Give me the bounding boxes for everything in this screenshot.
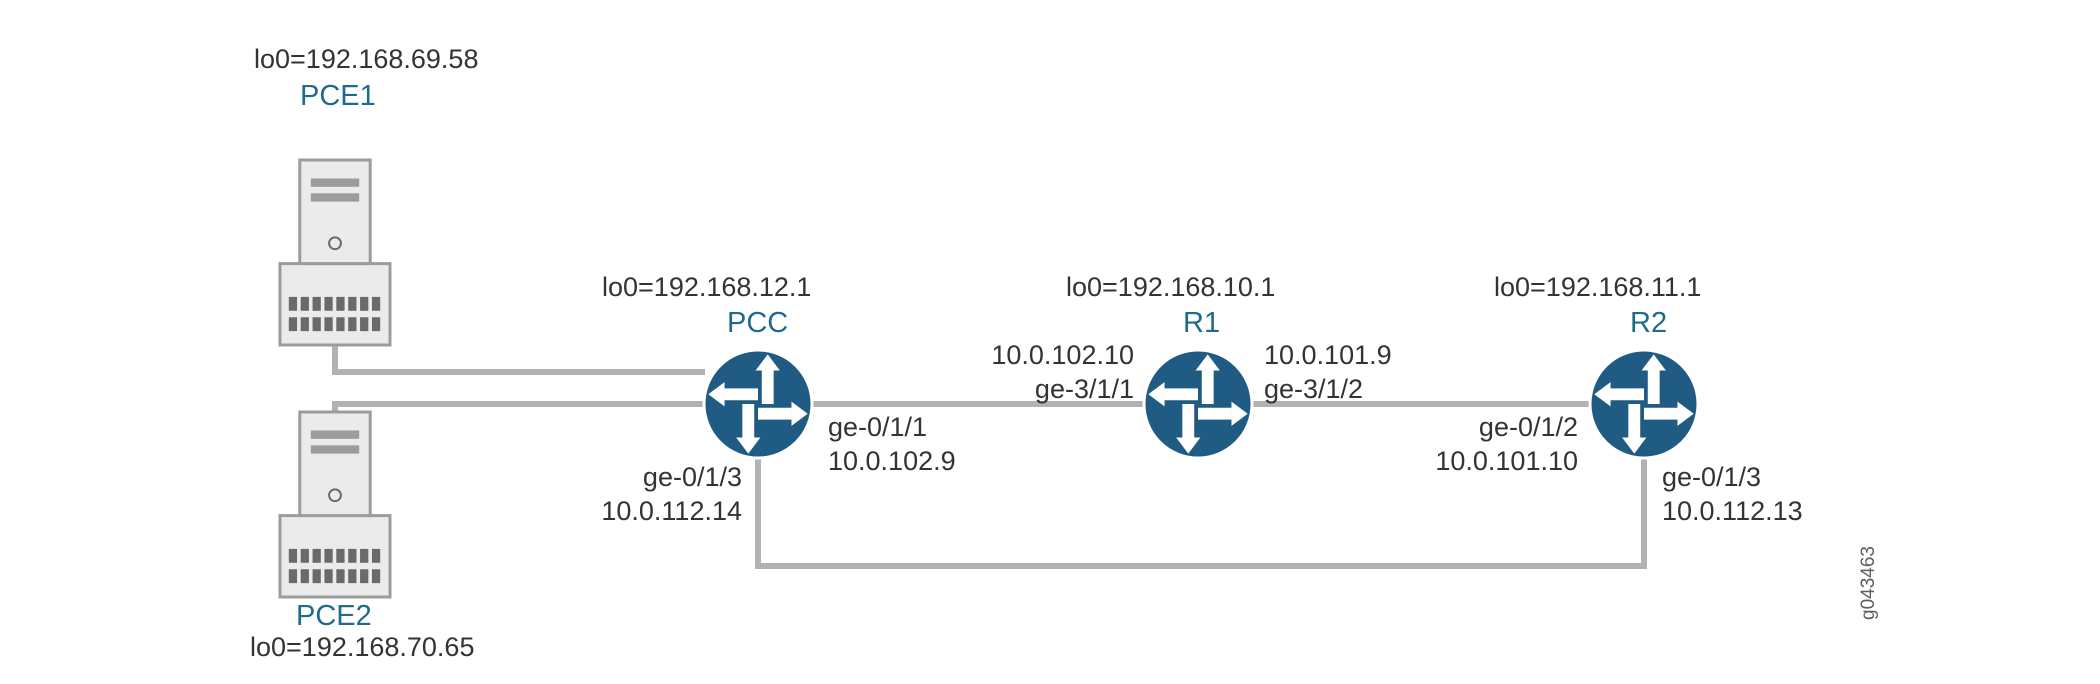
node-lo0-pce2: lo0=192.168.70.65: [250, 632, 474, 663]
iflabel-pcc-ge013-ip: 10.0.112.14: [601, 496, 742, 527]
link-pce1-pcc: [335, 345, 705, 372]
iflabel-pcc-ge011-if: ge-0/1/1: [828, 412, 927, 443]
servers-group: [280, 160, 390, 597]
node-name-r1: R1: [1183, 307, 1220, 340]
node-lo0-r2: lo0=192.168.11.1: [1494, 272, 1701, 303]
router-r2: [1590, 350, 1698, 458]
figure-id: g043463: [1858, 546, 1880, 620]
server-pce2: [280, 412, 390, 597]
node-lo0-pce1: lo0=192.168.69.58: [254, 44, 478, 75]
iflabel-r1-ge312-if: ge-3/1/2: [1264, 374, 1363, 405]
node-name-r2: R2: [1630, 307, 1667, 340]
node-name-pcc: PCC: [727, 307, 788, 340]
node-lo0-r1: lo0=192.168.10.1: [1066, 272, 1275, 303]
iflabel-pcc-ge011-ip: 10.0.102.9: [828, 446, 956, 477]
iflabel-r2-ge013-ip: 10.0.112.13: [1662, 496, 1803, 527]
router-r1: [1144, 350, 1252, 458]
iflabel-r1-ge311-ip: 10.0.102.10: [991, 340, 1134, 371]
node-lo0-pcc: lo0=192.168.12.1: [602, 272, 811, 303]
iflabel-r1-ge311-if: ge-3/1/1: [1035, 374, 1134, 405]
iflabel-r1-ge312-ip: 10.0.101.9: [1264, 340, 1392, 371]
link-pce2-pcc: [335, 404, 705, 412]
iflabel-r2-ge013-if: ge-0/1/3: [1662, 462, 1761, 493]
router-pcc: [704, 350, 812, 458]
iflabel-r2-ge012-if: ge-0/1/2: [1479, 412, 1578, 443]
node-name-pce1: PCE1: [300, 80, 376, 113]
node-name-pce2: PCE2: [296, 600, 372, 633]
iflabel-pcc-ge013-if: ge-0/1/3: [643, 462, 742, 493]
iflabel-r2-ge012-ip: 10.0.101.10: [1435, 446, 1578, 477]
server-pce1: [280, 160, 390, 345]
